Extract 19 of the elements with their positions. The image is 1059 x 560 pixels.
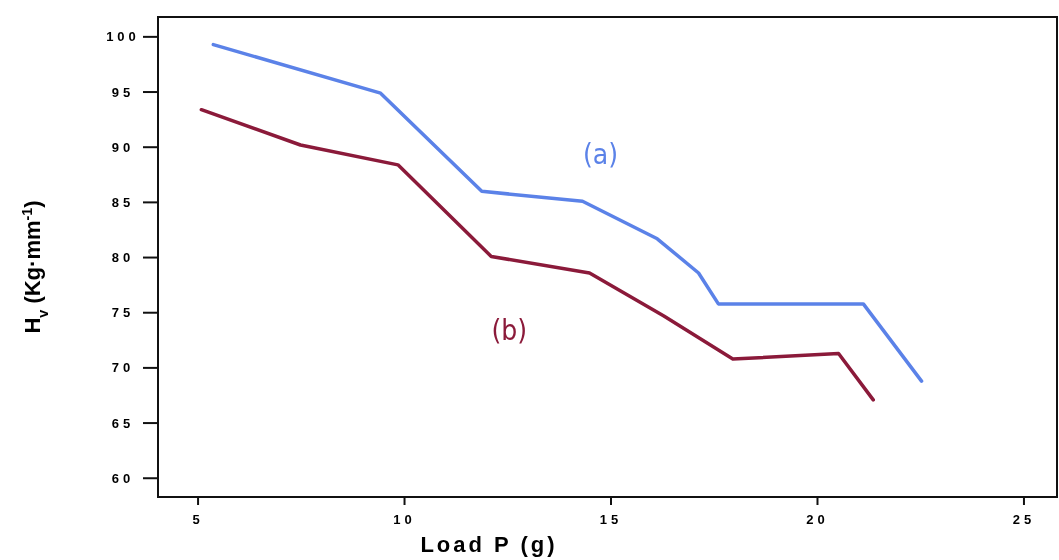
x-tick-label: 10	[393, 512, 416, 527]
y-tick-label: 95	[111, 84, 135, 100]
y-tick-label: 75	[111, 305, 135, 321]
x-tick-label: 5	[192, 512, 204, 527]
y-tick-label: 80	[111, 250, 135, 266]
x-tick-label: 15	[599, 512, 623, 527]
x-axis-title: Load P (g)	[420, 532, 558, 557]
series-label: (b)	[491, 314, 528, 348]
y-tick-label: 60	[111, 470, 135, 486]
series-label: (a)	[582, 138, 619, 172]
x-tick-label: 20	[806, 512, 829, 527]
y-tick-label: 85	[111, 194, 135, 210]
line-series	[211, 42, 924, 383]
y-tick-label: 70	[111, 360, 135, 376]
y-tick-label: 100	[106, 29, 140, 45]
y-tick-label: 65	[111, 415, 135, 431]
x-tick-label: 25	[1012, 512, 1036, 527]
y-tick-label: 90	[111, 139, 135, 155]
line-series	[199, 107, 875, 402]
